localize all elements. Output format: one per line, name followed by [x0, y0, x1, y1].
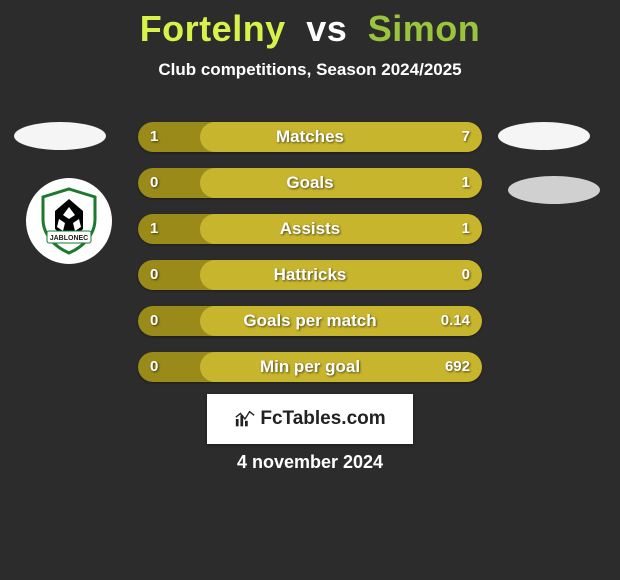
player1-club-logo: JABLONEC	[26, 178, 112, 264]
bar-label: Hattricks	[138, 260, 482, 290]
bar-right-value: 7	[462, 122, 470, 152]
bar-goals: 0 Goals 1	[138, 168, 482, 198]
comparison-widget: Fortelny vs Simon Club competitions, Sea…	[0, 0, 620, 580]
bar-right-value: 0.14	[441, 306, 470, 336]
bar-label: Assists	[138, 214, 482, 244]
bar-goals-per-match: 0 Goals per match 0.14	[138, 306, 482, 336]
page-title: Fortelny vs Simon	[0, 0, 620, 50]
player2-photo-placeholder	[498, 122, 590, 150]
svg-text:JABLONEC: JABLONEC	[50, 235, 89, 242]
bar-right-value: 1	[462, 214, 470, 244]
bar-right-value: 0	[462, 260, 470, 290]
bar-label: Matches	[138, 122, 482, 152]
bar-matches: 1 Matches 7	[138, 122, 482, 152]
bar-right-value: 692	[445, 352, 470, 382]
player2-name: Simon	[368, 8, 481, 49]
subtitle: Club competitions, Season 2024/2025	[0, 60, 620, 80]
bar-label: Goals per match	[138, 306, 482, 336]
bar-assists: 1 Assists 1	[138, 214, 482, 244]
player1-photo-placeholder	[14, 122, 106, 150]
vs-text: vs	[306, 8, 347, 49]
brand-box: FcTables.com	[207, 394, 413, 444]
bar-label: Min per goal	[138, 352, 482, 382]
player2-club-placeholder	[508, 176, 600, 204]
player1-name: Fortelny	[140, 8, 286, 49]
date-text: 4 november 2024	[0, 452, 620, 473]
bar-label: Goals	[138, 168, 482, 198]
bar-right-value: 1	[462, 168, 470, 198]
brand-text: FcTables.com	[260, 408, 385, 430]
stats-bars: 1 Matches 7 0 Goals 1 1 Assists 1 0 Hatt…	[138, 122, 482, 398]
club-logo-icon: JABLONEC	[33, 185, 105, 257]
chart-icon	[234, 409, 256, 429]
brand: FcTables.com	[234, 408, 385, 430]
bar-hattricks: 0 Hattricks 0	[138, 260, 482, 290]
bar-min-per-goal: 0 Min per goal 692	[138, 352, 482, 382]
